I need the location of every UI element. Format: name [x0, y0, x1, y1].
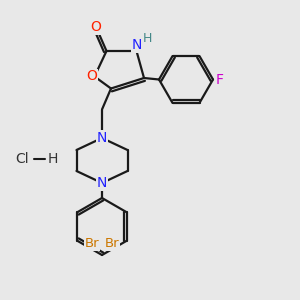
Text: H: H	[47, 152, 58, 166]
Text: F: F	[216, 73, 224, 86]
Text: H: H	[143, 32, 153, 46]
Text: O: O	[91, 20, 101, 34]
Text: N: N	[132, 38, 142, 52]
Text: Cl: Cl	[16, 152, 29, 166]
Text: Br: Br	[84, 237, 99, 250]
Text: O: O	[86, 70, 97, 83]
Text: Br: Br	[105, 237, 120, 250]
Text: N: N	[97, 131, 107, 145]
Text: N: N	[97, 176, 107, 190]
